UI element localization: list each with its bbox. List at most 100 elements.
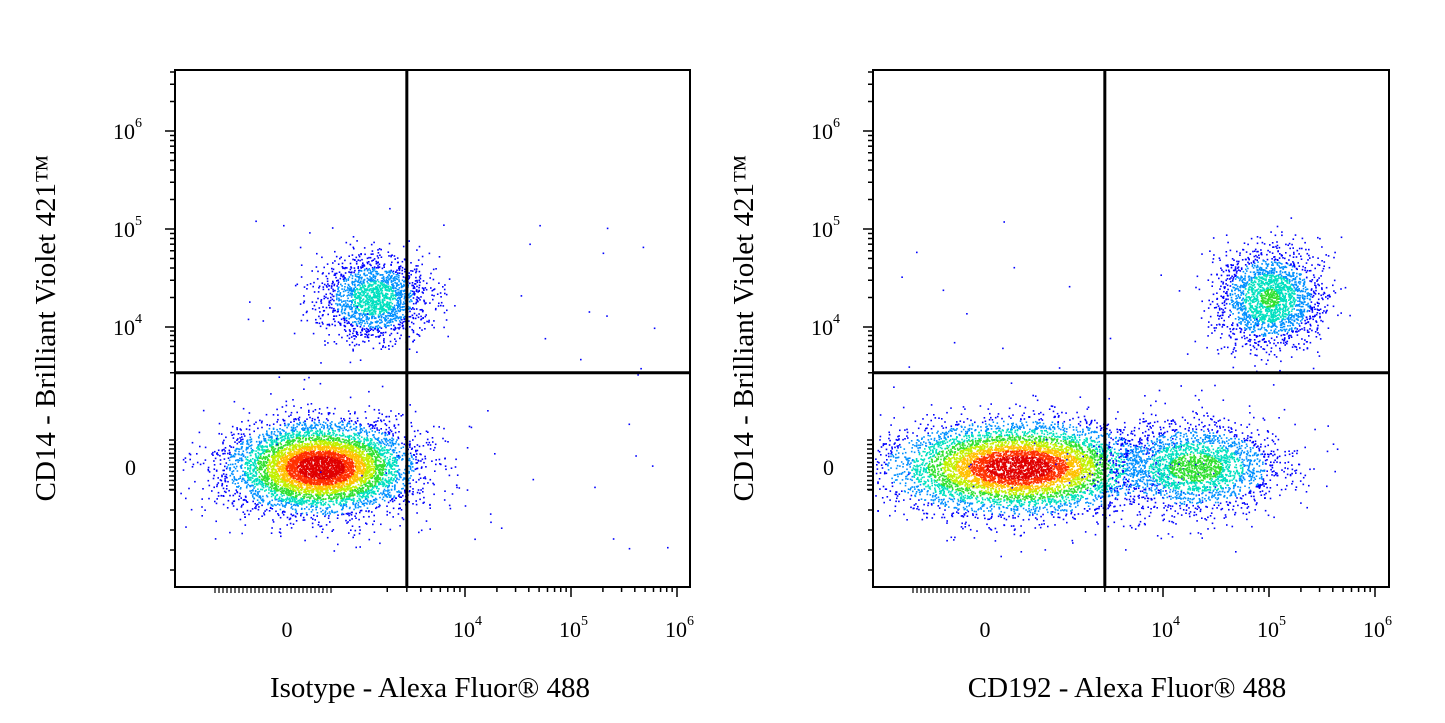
event-dot [236, 508, 238, 511]
event-dot [280, 499, 283, 502]
event-dot [409, 477, 411, 479]
event-dot [422, 477, 425, 479]
event-dot [315, 479, 317, 482]
event-dot [313, 441, 316, 443]
event-dot [358, 532, 361, 535]
event-dot [329, 426, 332, 428]
event-dot [394, 485, 396, 487]
event-dot [373, 436, 375, 438]
event-dot [404, 468, 406, 471]
event-dot [385, 438, 388, 441]
event-dot [270, 449, 273, 451]
event-dot [329, 513, 331, 515]
event-dot [224, 450, 226, 452]
event-dot [270, 444, 272, 446]
event-dot [318, 463, 321, 466]
event-dot [279, 462, 281, 464]
event-dot [263, 512, 265, 514]
event-dot [265, 467, 268, 470]
event-dot [252, 489, 254, 491]
event-dot [277, 500, 280, 502]
event-dot [355, 490, 358, 492]
event-dot [322, 500, 324, 503]
event-dot [410, 421, 412, 424]
event-dot [356, 417, 359, 420]
event-dot [273, 463, 275, 465]
event-dot [248, 452, 251, 454]
event-dot [398, 451, 401, 453]
event-dot [361, 436, 363, 438]
event-dot [262, 433, 264, 436]
event-dot [391, 443, 394, 445]
event-dot [282, 500, 284, 502]
event-dot [252, 470, 255, 473]
event-dot [340, 441, 343, 443]
event-dot [306, 430, 308, 433]
event-dot [403, 443, 406, 446]
event-dot [295, 511, 297, 514]
event-dot [366, 475, 369, 477]
event-dot [401, 458, 404, 460]
event-dot [325, 473, 328, 475]
event-dot [373, 520, 375, 522]
event-dot [213, 474, 215, 477]
event-dot [388, 472, 390, 475]
event-dot [402, 500, 405, 502]
event-dot [412, 503, 414, 505]
event-dot [315, 423, 318, 426]
event-dot [381, 441, 384, 443]
event-dot [375, 438, 377, 440]
event-dot [359, 529, 361, 531]
event-dot [368, 464, 370, 467]
event-dot [279, 465, 281, 468]
event-dot [318, 521, 320, 524]
event-dot [277, 485, 280, 488]
event-dot [191, 441, 194, 444]
event-dot [270, 465, 272, 468]
event-dot [290, 426, 293, 429]
event-dot [409, 444, 411, 446]
event-dot [268, 436, 270, 439]
event-dot [258, 449, 261, 451]
event-dot [250, 454, 252, 457]
event-dot [372, 469, 375, 472]
event-dot [232, 463, 234, 466]
event-dot [339, 440, 341, 443]
event-dot [381, 433, 383, 435]
event-dot [391, 453, 393, 456]
event-dot [359, 426, 362, 428]
event-dot [303, 500, 306, 502]
event-dot [363, 450, 365, 453]
event-dot [271, 499, 273, 502]
event-dot [378, 452, 380, 454]
event-dot [413, 430, 416, 433]
event-dot [330, 423, 333, 426]
event-dot [288, 475, 290, 477]
event-dot [359, 432, 361, 434]
event-dot [379, 477, 382, 479]
event-dot [261, 426, 263, 429]
event-dot [314, 438, 316, 440]
event-dot [286, 437, 289, 440]
event-dot [339, 482, 342, 484]
event-dot [287, 490, 289, 492]
event-dot [337, 428, 339, 431]
event-dot [348, 417, 351, 420]
event-dot [392, 516, 394, 518]
event-dot [341, 438, 344, 441]
event-dot [494, 453, 496, 455]
event-dot [411, 493, 414, 495]
event-dot [384, 434, 386, 437]
event-dot [297, 491, 300, 494]
event-dot [362, 448, 364, 451]
event-dot [302, 519, 305, 521]
event-dot [323, 439, 326, 441]
event-dot [411, 462, 414, 465]
event-dot [346, 501, 348, 503]
event-dot [372, 443, 374, 446]
event-dot [374, 459, 377, 461]
event-dot [402, 494, 404, 497]
event-dot [431, 460, 433, 462]
event-dot [268, 467, 270, 470]
event-dot [223, 490, 226, 493]
